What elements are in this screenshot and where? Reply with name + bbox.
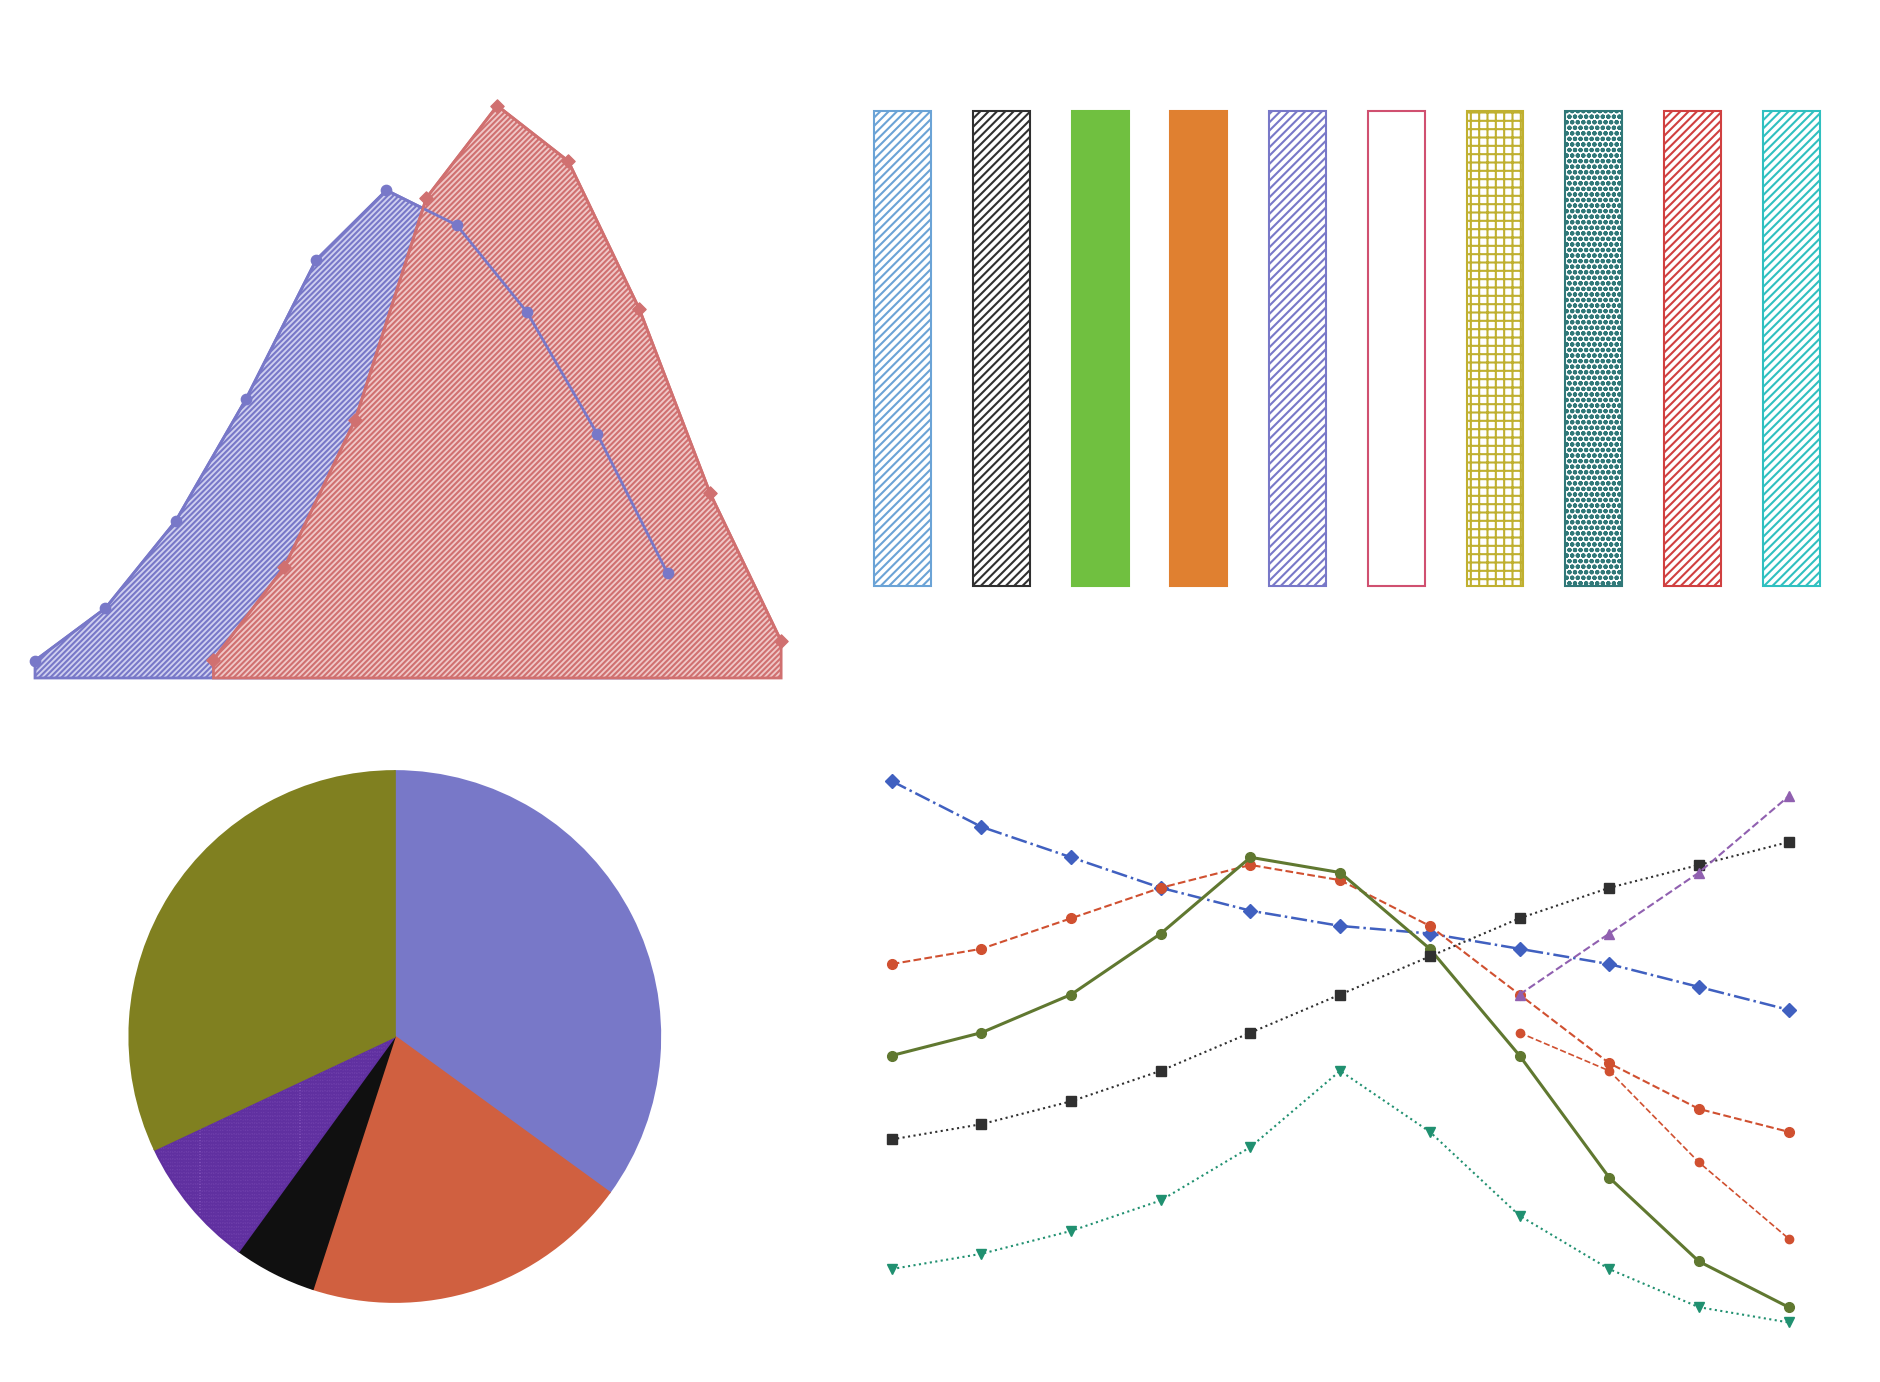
Bar [974, 111, 1030, 586]
Bar [1763, 111, 1820, 586]
Point [553, 151, 583, 173]
Bar [1269, 111, 1325, 586]
Point [765, 630, 795, 652]
Polygon shape [36, 191, 667, 679]
Bar [1369, 111, 1425, 586]
Wedge shape [239, 1036, 395, 1289]
Point [583, 423, 613, 445]
Polygon shape [214, 105, 780, 679]
Point [90, 597, 120, 619]
Point [511, 301, 541, 323]
Point [696, 482, 726, 504]
Bar [1566, 111, 1622, 586]
Bar [1664, 111, 1720, 586]
Bar [1072, 111, 1128, 586]
Point [442, 214, 472, 236]
Point [624, 297, 654, 319]
Wedge shape [154, 1036, 395, 1251]
Bar [1466, 111, 1523, 586]
Point [652, 562, 682, 585]
Bar [1269, 111, 1325, 586]
Point [483, 94, 513, 116]
Bar [1664, 111, 1720, 586]
Point [199, 648, 229, 670]
Bar [1763, 111, 1820, 586]
Bar [874, 111, 931, 586]
Point [160, 510, 190, 532]
Bar [1171, 111, 1228, 586]
Point [21, 650, 51, 672]
Bar [874, 111, 931, 586]
Bar [1171, 111, 1228, 586]
Point [412, 187, 442, 209]
Bar [1566, 111, 1622, 586]
Point [269, 556, 299, 578]
Wedge shape [395, 771, 660, 1193]
Point [340, 409, 370, 431]
Point [301, 249, 331, 271]
Wedge shape [130, 771, 395, 1150]
Point [231, 388, 261, 410]
Bar [1466, 111, 1523, 586]
Wedge shape [312, 1036, 609, 1302]
Bar [1369, 111, 1425, 586]
Bar [974, 111, 1030, 586]
Point [372, 180, 402, 202]
